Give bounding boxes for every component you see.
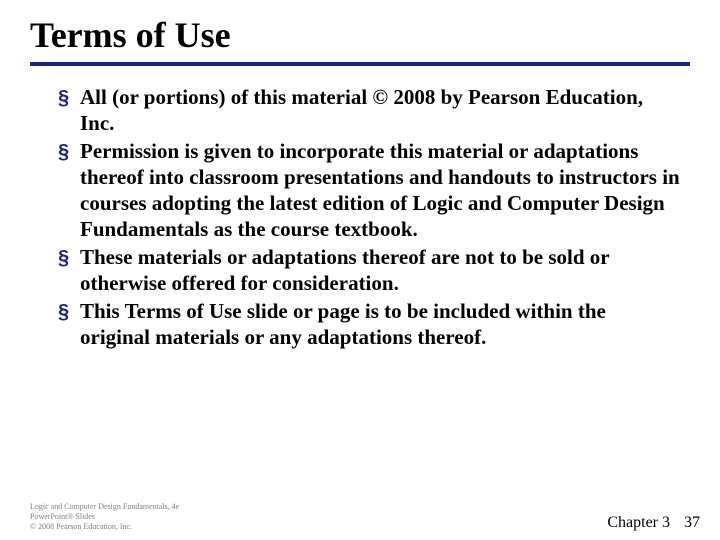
footer-line: PowerPoint® Slides — [30, 512, 179, 522]
footer-page: Chapter 3 37 — [607, 514, 700, 532]
page-number: 37 — [684, 514, 700, 531]
section-icon: § — [58, 244, 80, 271]
list-item: § Permission is given to incorporate thi… — [58, 138, 680, 242]
footer-line: © 2008 Pearson Education, Inc. — [30, 522, 179, 532]
list-item: § These materials or adaptations thereof… — [58, 244, 680, 296]
footer-credits: Logic and Computer Design Fundamentals, … — [30, 502, 179, 532]
footer-line: Logic and Computer Design Fundamentals, … — [30, 502, 179, 512]
slide-title: Terms of Use — [30, 14, 690, 56]
bullet-text: These materials or adaptations thereof a… — [80, 244, 680, 296]
title-rule — [30, 62, 690, 66]
slide: Terms of Use § All (or portions) of this… — [0, 0, 720, 540]
footer: Logic and Computer Design Fundamentals, … — [30, 502, 700, 532]
bullet-text: Permission is given to incorporate this … — [80, 138, 680, 242]
list-item: § This Terms of Use slide or page is to … — [58, 298, 680, 350]
section-icon: § — [58, 84, 80, 111]
section-icon: § — [58, 298, 80, 325]
list-item: § All (or portions) of this material © 2… — [58, 84, 680, 136]
bullet-list: § All (or portions) of this material © 2… — [30, 84, 690, 350]
bullet-text: This Terms of Use slide or page is to be… — [80, 298, 680, 350]
chapter-label: Chapter 3 — [607, 514, 670, 531]
section-icon: § — [58, 138, 80, 165]
bullet-text: All (or portions) of this material © 200… — [80, 84, 680, 136]
